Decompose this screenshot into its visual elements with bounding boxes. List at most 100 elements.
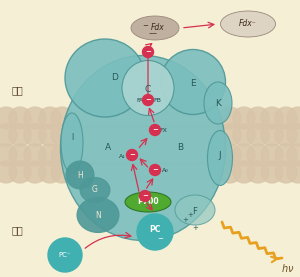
Circle shape [0,144,17,166]
Circle shape [24,107,46,129]
Text: −: − [152,127,158,133]
Circle shape [142,47,154,58]
Text: −: − [145,49,151,55]
Bar [0,145,300,165]
Text: FX: FX [159,127,167,132]
Bar [0,162,300,182]
Ellipse shape [125,192,171,212]
Circle shape [287,124,300,146]
Circle shape [233,144,255,166]
Bar [0,125,300,145]
Ellipse shape [220,11,275,37]
Ellipse shape [77,198,119,232]
Text: +: + [192,225,198,231]
Circle shape [233,107,255,129]
Text: +: + [182,217,188,223]
Circle shape [261,124,283,146]
Text: F: F [193,207,197,217]
Text: FB: FB [153,98,161,102]
Circle shape [9,144,31,166]
Circle shape [39,107,61,129]
Circle shape [149,165,161,176]
Circle shape [275,144,297,166]
Circle shape [219,161,241,183]
Ellipse shape [131,16,179,40]
Circle shape [275,161,297,183]
Circle shape [233,124,255,146]
Text: −: − [152,167,158,173]
Circle shape [9,124,31,146]
Circle shape [287,161,300,183]
Ellipse shape [122,60,174,116]
Circle shape [48,238,82,272]
Text: A: A [105,143,111,153]
Text: C: C [145,86,151,94]
Ellipse shape [61,113,83,173]
Text: −: − [142,23,148,29]
Circle shape [51,107,73,129]
Circle shape [24,144,46,166]
Circle shape [39,161,61,183]
Text: PC: PC [149,225,161,235]
Circle shape [261,161,283,183]
Ellipse shape [65,39,145,117]
Circle shape [39,144,61,166]
Text: Fdx⁻: Fdx⁻ [239,19,257,29]
Text: Fdx: Fdx [151,24,165,32]
Text: −: − [145,97,151,103]
Ellipse shape [160,50,226,114]
Circle shape [51,124,73,146]
Text: −: − [157,236,163,242]
Circle shape [261,107,283,129]
Circle shape [247,124,269,146]
Text: B: B [177,143,183,153]
Text: PC⁻: PC⁻ [59,252,71,258]
Text: G: G [92,186,98,194]
Circle shape [142,94,154,106]
Ellipse shape [80,178,110,202]
Circle shape [9,107,31,129]
Circle shape [219,144,241,166]
Circle shape [233,161,255,183]
Text: P700: P700 [137,198,159,206]
Circle shape [287,144,300,166]
Text: 囊腔: 囊腔 [12,225,24,235]
Circle shape [51,144,73,166]
Circle shape [247,161,269,183]
Circle shape [137,214,173,250]
Circle shape [0,107,17,129]
Text: A₀: A₀ [162,168,168,173]
Circle shape [51,161,73,183]
Circle shape [275,124,297,146]
Ellipse shape [61,55,226,240]
Circle shape [0,124,17,146]
Circle shape [247,107,269,129]
Circle shape [219,107,241,129]
Text: FA: FA [136,98,144,102]
Circle shape [261,144,283,166]
Text: I: I [71,134,73,142]
Circle shape [149,124,161,135]
Circle shape [24,124,46,146]
Circle shape [39,124,61,146]
Text: D: D [112,73,118,83]
Circle shape [140,191,151,201]
Circle shape [9,161,31,183]
Text: N: N [95,211,101,219]
Text: +: + [187,212,193,218]
Text: −−: −− [148,30,158,35]
Text: −: − [142,193,148,199]
Circle shape [219,124,241,146]
Ellipse shape [175,195,215,225]
Text: $h\nu$: $h\nu$ [281,262,295,274]
Text: A₁: A₁ [118,153,125,158]
Circle shape [0,161,17,183]
Bar [0,108,300,128]
Text: E: E [190,78,196,88]
Circle shape [247,144,269,166]
Ellipse shape [208,130,233,186]
Ellipse shape [204,82,232,124]
Text: K: K [215,99,221,107]
Circle shape [24,161,46,183]
Circle shape [275,107,297,129]
